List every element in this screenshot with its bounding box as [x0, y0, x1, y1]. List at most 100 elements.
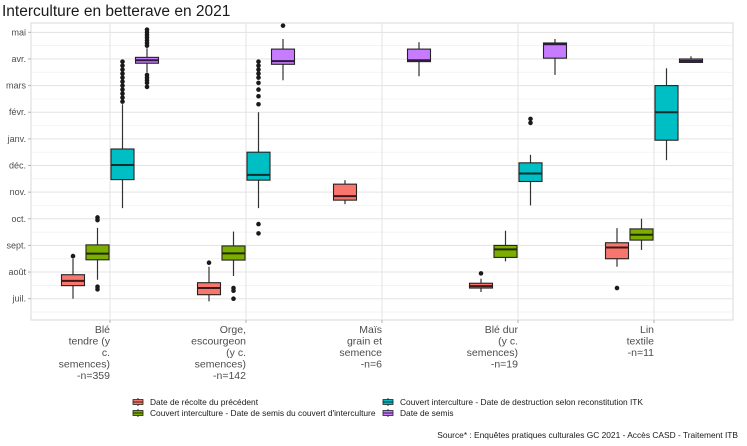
x-tick-line: -n=19 [491, 359, 518, 371]
source-note: Source* : Enquêtes pratiques culturales … [437, 430, 738, 440]
box-body [518, 162, 543, 183]
x-tick-line: semences) [195, 359, 246, 371]
box-2-3 [518, 116, 543, 206]
outlier-point [614, 285, 620, 291]
x-tick-label: Lin textile -n=11 [627, 324, 655, 359]
outlier-point [120, 79, 125, 84]
outlier-point [120, 63, 125, 68]
outlier-point [478, 271, 484, 276]
y-tick-label: janv. [7, 134, 26, 144]
x-tick-line: -n=359 [77, 370, 110, 382]
box-body [542, 42, 568, 59]
outlier-point [144, 27, 150, 32]
box-body [246, 151, 271, 181]
x-tick-line: semences) [467, 347, 518, 359]
legend-item: Couvert interculture - Date de semis du … [132, 408, 376, 418]
outlier-point [120, 67, 125, 72]
outlier-point [120, 75, 125, 80]
x-tick-line: grain et [347, 336, 382, 348]
box-1-3 [493, 230, 518, 262]
legend-label: Date de récolte du précédent [150, 397, 259, 407]
outlier-point [70, 253, 76, 259]
box-body [406, 48, 432, 63]
outlier-point [256, 80, 261, 86]
outlier-point [95, 284, 100, 290]
outlier-point [120, 59, 125, 64]
box-body [493, 244, 518, 258]
outlier-point [256, 231, 261, 236]
box-1-1 [221, 231, 246, 301]
box-2-0 [110, 59, 135, 209]
box-body [332, 183, 358, 201]
outlier-point [231, 296, 236, 301]
box-0-0 [60, 253, 86, 299]
x-tick-line: textile [627, 336, 655, 348]
outlier-point [231, 288, 236, 293]
x-tick-label: Blé dur (y c. semences) -n=19 [467, 324, 519, 371]
y-axis-ticks: juil. août sept. oct. nov. déc. janv. févr. mars… [6, 27, 31, 304]
outlier-point [256, 93, 261, 99]
box-0-1 [196, 260, 222, 302]
box-0-3 [468, 271, 494, 293]
box-2-4 [654, 68, 679, 161]
outlier-point [120, 95, 125, 100]
outlier-point [120, 71, 125, 76]
chart-title: Interculture en betterave en 2021 [2, 3, 230, 20]
legend-item: Couvert interculture - Date de destructi… [382, 397, 643, 407]
y-tick-label: oct. [11, 214, 26, 224]
x-axis-ticks: Blé tendre (y c. semences) -n=359 Orge, escour… [59, 320, 655, 382]
x-tick-line: Orge, [220, 324, 246, 336]
y-tick-label: mars [6, 81, 26, 91]
legend-label: Couvert interculture - Date de semis du … [150, 408, 376, 418]
box-3-2 [406, 42, 432, 77]
outlier-point [528, 116, 533, 122]
box-1-0 [85, 215, 110, 292]
box-3-3 [542, 38, 568, 75]
outlier-point [256, 71, 261, 76]
outlier-point [95, 215, 100, 220]
box-3-4 [678, 56, 704, 63]
x-tick-label: Maïs grain et semence -n=6 [339, 324, 382, 371]
box-0-4 [604, 228, 630, 291]
outlier-point [144, 84, 150, 90]
boxes [60, 23, 704, 302]
box-3-0 [134, 27, 160, 90]
outlier-point [144, 80, 150, 86]
outlier-point [256, 101, 261, 107]
box-0-2 [332, 180, 358, 205]
x-tick-line: semence [339, 347, 382, 359]
y-tick-label: juil. [11, 294, 26, 304]
y-tick-label: déc. [9, 161, 26, 171]
legend-item: Date de semis [382, 408, 454, 418]
y-tick-label: avr. [11, 54, 26, 64]
legend-label: Couvert interculture - Date de destructi… [400, 397, 643, 407]
outlier-point [120, 83, 125, 88]
outlier-point [256, 59, 261, 64]
outlier-point [256, 221, 261, 227]
y-tick-label: févr. [9, 107, 26, 117]
outlier-point [256, 67, 261, 72]
x-tick-line: tendre (y [69, 336, 111, 348]
x-tick-line: Lin [640, 324, 654, 336]
x-tick-label: Orge, escourgeon (y c. semences) -n=142 [191, 324, 246, 382]
x-tick-line: -n=142 [213, 370, 246, 382]
box-body [604, 242, 630, 260]
outlier-point [280, 23, 286, 28]
outlier-point [120, 91, 125, 96]
x-tick-label: Blé tendre (y c. semences) -n=359 [59, 324, 111, 382]
x-tick-line: Maïs [359, 324, 382, 336]
x-tick-line: escourgeon [191, 336, 246, 348]
box-body [85, 244, 110, 261]
x-tick-line: semences) [59, 359, 110, 371]
outlier-point [256, 87, 261, 92]
outlier-point [120, 87, 125, 92]
x-tick-line: -n=6 [361, 359, 382, 371]
outlier-point [256, 63, 261, 68]
box-3-1 [270, 23, 296, 81]
x-tick-line: (y c. [226, 347, 246, 359]
y-tick-label: mai [11, 27, 26, 37]
box-1-4 [629, 218, 654, 250]
box-2-1 [246, 59, 271, 236]
y-tick-label: août [8, 267, 26, 277]
